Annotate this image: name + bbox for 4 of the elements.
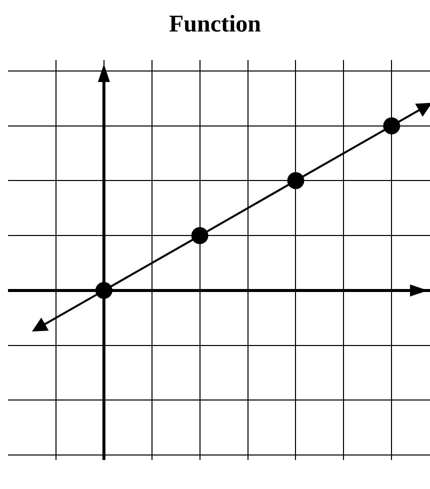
point: [287, 172, 304, 190]
point: [191, 227, 208, 244]
chart-title: Function: [168, 11, 262, 38]
point: [383, 117, 400, 134]
